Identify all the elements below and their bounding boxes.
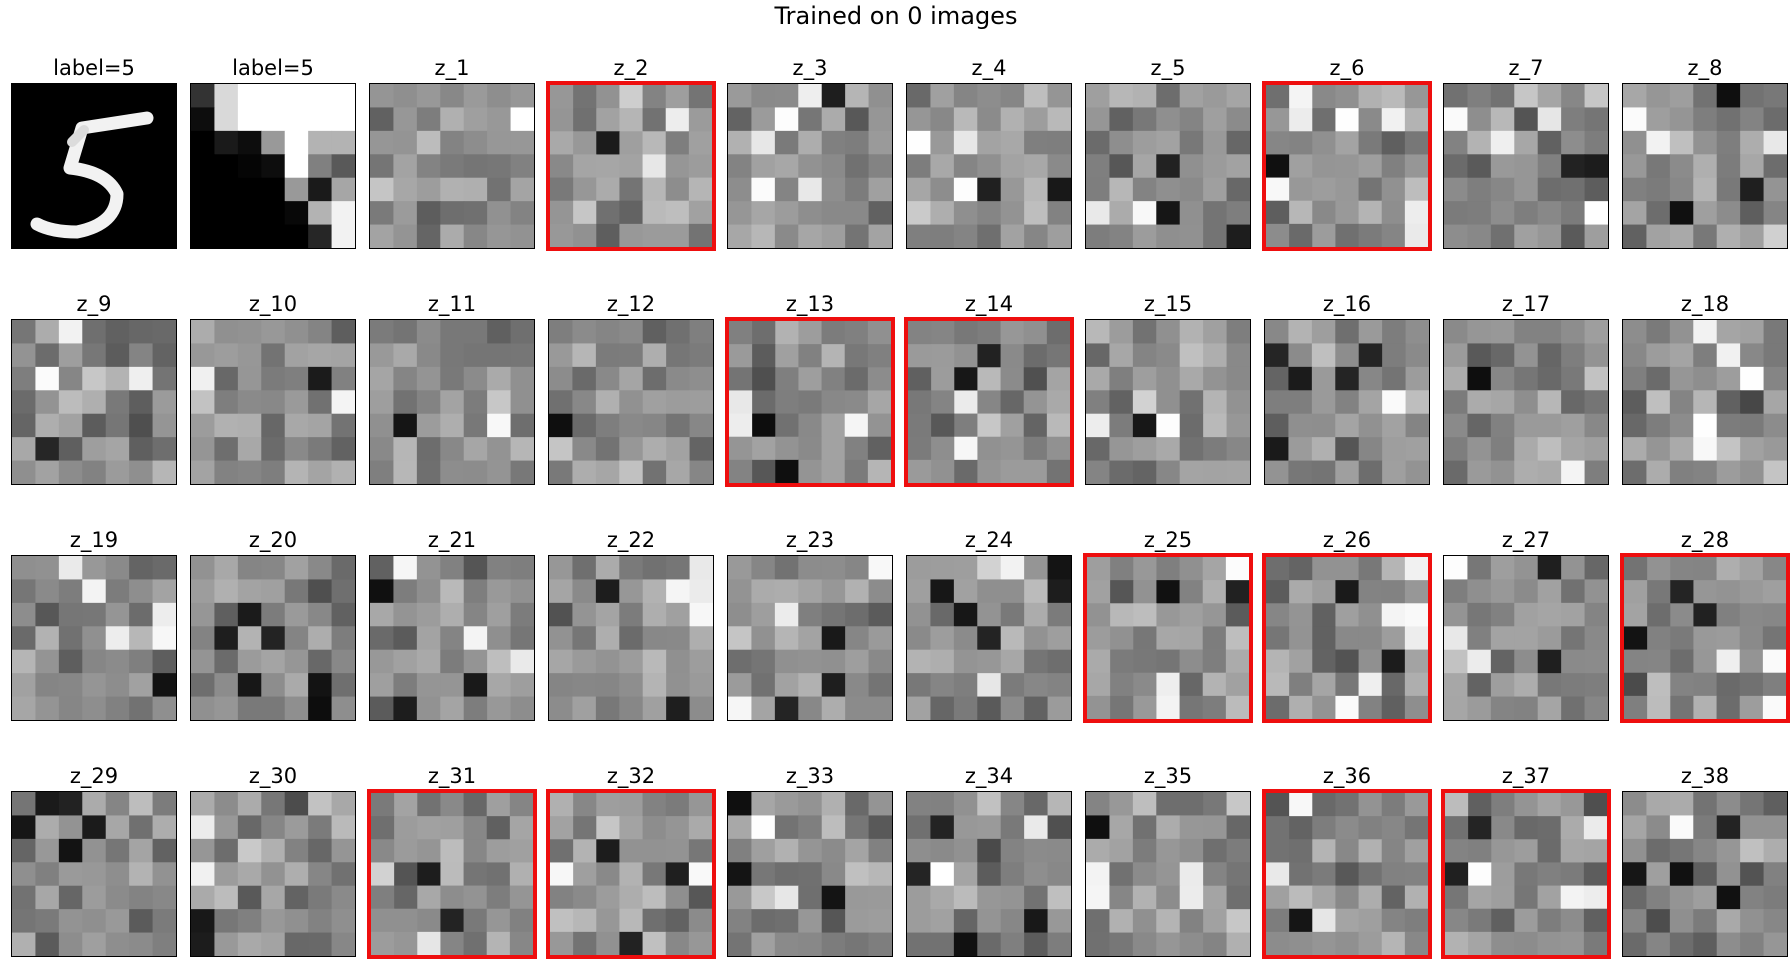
- pooled-digit-image: [190, 83, 356, 249]
- panel-title: z_21: [427, 528, 477, 552]
- panel-title: z_1: [434, 56, 470, 80]
- latent-noise-image: [727, 791, 893, 957]
- latent-noise-image: [1620, 553, 1790, 723]
- latent-noise-image: [1443, 83, 1609, 249]
- panel-title: z_37: [1501, 764, 1551, 788]
- panel-title: z_11: [427, 292, 477, 316]
- panel-title: z_15: [1143, 292, 1193, 316]
- latent-noise-image: [367, 789, 537, 959]
- figure-title: Trained on 0 images: [774, 2, 1018, 30]
- panel-title: z_24: [964, 528, 1014, 552]
- latent-noise-image: [190, 555, 356, 721]
- panel-title: z_25: [1143, 528, 1193, 552]
- latent-noise-image: [11, 319, 177, 485]
- panel-title: z_36: [1322, 764, 1372, 788]
- latent-noise-image: [369, 555, 535, 721]
- latent-noise-image: [1443, 555, 1609, 721]
- panel-title: z_17: [1501, 292, 1551, 316]
- latent-noise-image: [1264, 319, 1430, 485]
- latent-noise-image: [906, 555, 1072, 721]
- panel-title: label=5: [232, 56, 314, 80]
- panel-title: z_28: [1680, 528, 1730, 552]
- latent-noise-image: [1083, 553, 1253, 723]
- panel-title: z_34: [964, 764, 1014, 788]
- panel-title: z_2: [613, 56, 649, 80]
- panel-title: z_20: [248, 528, 298, 552]
- latent-noise-image: [546, 789, 716, 959]
- latent-noise-image: [1441, 789, 1611, 959]
- panel-title: z_30: [248, 764, 298, 788]
- latent-noise-image: [190, 319, 356, 485]
- panel-title: z_32: [606, 764, 656, 788]
- latent-noise-image: [906, 791, 1072, 957]
- panel-title: z_29: [69, 764, 119, 788]
- panel-title: z_31: [427, 764, 477, 788]
- panel-title: z_8: [1687, 56, 1723, 80]
- latent-noise-image: [190, 791, 356, 957]
- panel-title: z_26: [1322, 528, 1372, 552]
- latent-noise-image: [1262, 81, 1432, 251]
- latent-noise-image: [548, 555, 714, 721]
- panel-title: z_5: [1150, 56, 1186, 80]
- latent-noise-image: [369, 83, 535, 249]
- latent-noise-image: [906, 83, 1072, 249]
- latent-noise-image: [1085, 319, 1251, 485]
- latent-noise-image: [1262, 553, 1432, 723]
- panel-title: z_7: [1508, 56, 1544, 80]
- panel-title: z_38: [1680, 764, 1730, 788]
- panel-title: z_10: [248, 292, 298, 316]
- latent-noise-image: [1622, 791, 1788, 957]
- panel-title: z_19: [69, 528, 119, 552]
- panel-title: z_33: [785, 764, 835, 788]
- latent-noise-image: [1443, 319, 1609, 485]
- latent-noise-image: [1622, 83, 1788, 249]
- panel-title: z_3: [792, 56, 828, 80]
- latent-noise-image: [1262, 789, 1432, 959]
- panel-title: z_9: [76, 292, 112, 316]
- panel-title: z_6: [1329, 56, 1365, 80]
- latent-noise-image: [548, 319, 714, 485]
- latent-noise-image: [727, 83, 893, 249]
- panel-title: label=5: [53, 56, 135, 80]
- panel-title: z_18: [1680, 292, 1730, 316]
- latent-noise-image: [369, 319, 535, 485]
- latent-noise-image: [1085, 83, 1251, 249]
- digit-image: [11, 83, 177, 249]
- latent-noise-image: [11, 791, 177, 957]
- panel-title: z_22: [606, 528, 656, 552]
- panel-title: z_14: [964, 292, 1014, 316]
- panel-title: z_12: [606, 292, 656, 316]
- latent-noise-image: [904, 317, 1074, 487]
- latent-noise-image: [1085, 791, 1251, 957]
- panel-title: z_23: [785, 528, 835, 552]
- latent-noise-image: [546, 81, 716, 251]
- panel-title: z_4: [971, 56, 1007, 80]
- latent-noise-image: [725, 317, 895, 487]
- latent-noise-image: [1622, 319, 1788, 485]
- panel-title: z_13: [785, 292, 835, 316]
- panel-title: z_16: [1322, 292, 1372, 316]
- latent-noise-image: [11, 555, 177, 721]
- latent-noise-image: [727, 555, 893, 721]
- panel-title: z_27: [1501, 528, 1551, 552]
- panel-title: z_35: [1143, 764, 1193, 788]
